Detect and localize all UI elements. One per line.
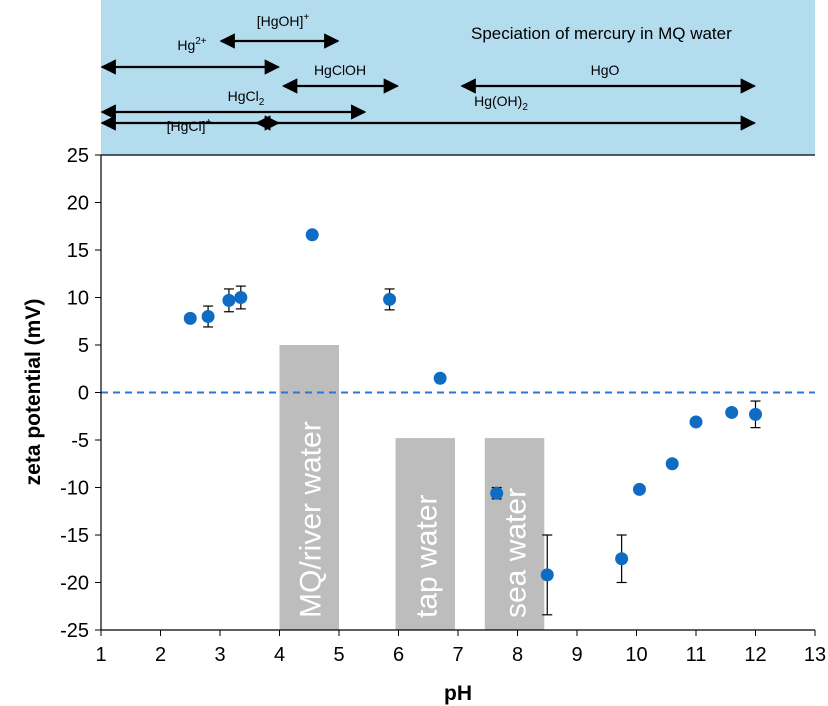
x-tick-label: 13 xyxy=(804,644,826,666)
data-point xyxy=(234,291,248,304)
species-subscript: 2 xyxy=(259,97,265,108)
data-points xyxy=(183,228,762,582)
species-label: [HgCl]+ xyxy=(167,117,212,134)
water-band-label: MQ/river water xyxy=(294,421,327,618)
speciation-panel: Speciation of mercury in MQ water [HgOH]… xyxy=(100,0,815,155)
species-name: HgO xyxy=(591,62,620,78)
speciation-title: Speciation of mercury in MQ water xyxy=(471,24,732,43)
x-tick-label: 1 xyxy=(95,644,106,666)
water-type-bands: MQ/river water tap water sea water xyxy=(279,345,545,630)
species-name: HgCl xyxy=(228,88,259,104)
x-tick-label: 7 xyxy=(452,644,463,666)
water-band-label: tap water xyxy=(410,495,443,618)
x-tick-label: 12 xyxy=(744,644,766,666)
species-label: HgClOH xyxy=(314,62,366,78)
data-point xyxy=(183,311,197,325)
water-band xyxy=(484,438,545,630)
species-name: Hg xyxy=(177,37,195,53)
data-point xyxy=(433,371,447,385)
y-axis-title: zeta potential (mV) xyxy=(22,299,45,486)
data-point xyxy=(689,415,703,429)
water-band xyxy=(395,438,456,630)
x-tick-label: 11 xyxy=(686,644,707,666)
water-band-label: sea water xyxy=(500,488,533,618)
species-charge: + xyxy=(303,12,309,23)
x-tick-label: 2 xyxy=(155,644,166,666)
y-tick-label: 15 xyxy=(67,240,89,262)
x-tick-label: 8 xyxy=(512,644,523,666)
tick-labels: 1 2 3 4 5 6 7 8 9 10 11 12 132520151050-5-10-15-20-2… xyxy=(60,145,826,666)
data-point xyxy=(305,228,319,242)
data-point xyxy=(615,552,629,566)
species-label: HgO xyxy=(591,62,620,78)
species-charge: 2+ xyxy=(195,36,207,47)
x-tick-label: 4 xyxy=(274,644,285,666)
y-tick-label: -10 xyxy=(60,478,89,500)
x-tick-label: 5 xyxy=(333,644,344,666)
species-label: Hg(OH)2 xyxy=(474,93,528,113)
data-point xyxy=(201,310,215,323)
species-label: Hg2+ xyxy=(177,36,206,53)
species-label: HgCl2 xyxy=(228,88,265,108)
species-label: [HgOH]+ xyxy=(257,12,310,29)
y-tick-label: -15 xyxy=(60,525,89,547)
species-charge: + xyxy=(206,117,212,128)
y-tick-label: 5 xyxy=(78,335,89,357)
y-tick-label: 25 xyxy=(67,145,89,167)
species-name: HgClOH xyxy=(314,62,366,78)
y-tick-label: 10 xyxy=(67,288,89,310)
y-tick-label: -5 xyxy=(71,430,89,452)
data-point xyxy=(540,568,554,582)
x-tick-label: 10 xyxy=(625,644,647,666)
data-point xyxy=(632,482,646,496)
species-name: Hg(OH) xyxy=(474,93,522,109)
species-name: [HgOH] xyxy=(257,13,304,29)
x-tick-label: 9 xyxy=(571,644,582,666)
species-name: [HgCl] xyxy=(167,118,206,134)
data-point xyxy=(490,486,504,500)
y-tick-label: 20 xyxy=(67,193,89,215)
y-tick-label: 0 xyxy=(78,383,89,405)
species-subscript: 2 xyxy=(522,102,528,113)
data-point xyxy=(383,292,397,306)
y-tick-label: -25 xyxy=(60,620,89,642)
x-axis-title: pH xyxy=(444,682,472,705)
y-tick-label: -20 xyxy=(60,573,89,595)
data-point xyxy=(749,407,762,421)
data-point xyxy=(725,405,739,419)
data-point xyxy=(665,457,679,471)
x-tick-label: 3 xyxy=(214,644,225,666)
x-tick-label: 6 xyxy=(393,644,404,666)
data-point xyxy=(222,293,236,307)
